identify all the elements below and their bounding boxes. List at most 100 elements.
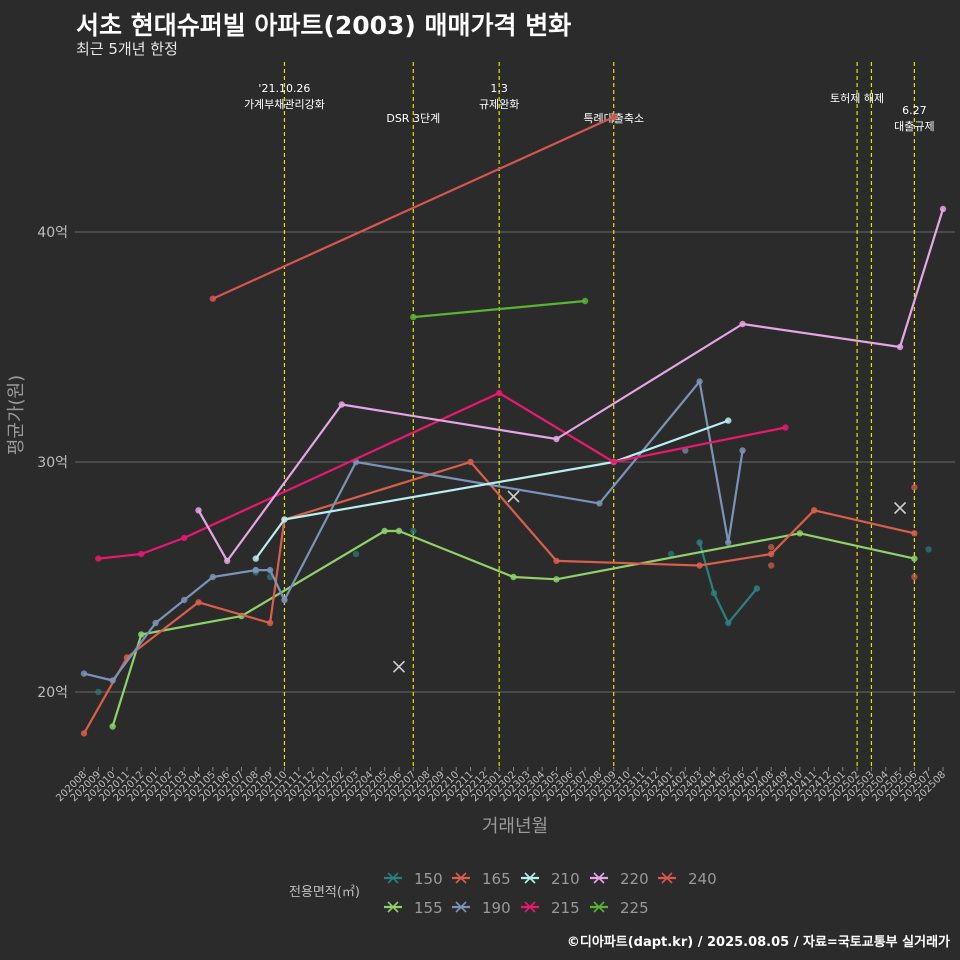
data-point-165 [195,599,202,606]
outlier-cross-190 [893,501,907,515]
data-point-155 [395,527,403,535]
legend-swatch-cross-210 [524,872,536,884]
legend-label-240: 240 [688,870,717,888]
data-point-240 [209,295,217,302]
series-line-240 [212,115,615,300]
source-caption: ©디아파트(dapt.kr) / 2025.08.05 / 자료=국토교통부 실… [566,935,950,950]
data-point-220 [553,435,560,443]
data-point-150 [667,550,675,558]
data-point-165 [467,458,474,466]
y-tick-label: 40억 [37,225,68,241]
data-point-150 [753,585,761,592]
legend-title: 전용면적(㎡) [289,885,360,900]
y-axis-title: 평균가(원) [6,375,27,455]
y-tick-label: 20억 [37,685,68,701]
event-label: 가계부채관리강화 [244,98,325,111]
legend-label-225: 225 [620,899,649,917]
data-point-165 [810,507,818,514]
data-point-240 [610,113,617,121]
series-line-150 [698,542,758,625]
data-point-150 [696,539,703,546]
data-point-220 [939,205,947,213]
data-point-190 [181,596,188,604]
event-label: 6.27 [902,104,927,117]
data-point-215 [138,550,145,558]
data-point-155 [510,573,517,581]
data-point-155 [138,631,145,638]
outlier-cross-165 [392,660,406,673]
event-label: 토허제 해제 [830,91,884,105]
data-point-220 [739,320,746,328]
event-label: 대출규제 [894,120,934,133]
legend-swatch-cross-215 [524,901,536,913]
legend-swatch-cross-155 [387,901,399,913]
series-line-215 [98,391,786,560]
data-point-215 [95,555,102,562]
legend-label-210: 210 [551,870,580,888]
data-point-165 [696,562,703,569]
data-point-190 [596,500,603,507]
data-point-215 [181,534,188,542]
x-axis-title: 거래년월 [482,816,548,837]
chart-title: 서초 현대슈퍼빌 아파트(2003) 매매가격 변화 [76,11,572,40]
data-point-220 [896,343,904,351]
data-point-210 [725,417,732,424]
series-line-155 [111,529,915,727]
data-point-150 [352,550,360,558]
data-point-165 [911,484,918,491]
data-point-150 [95,688,102,696]
data-point-165 [911,573,918,581]
data-point-190 [281,596,288,604]
legend-label-165: 165 [482,870,511,888]
data-point-190 [209,573,217,581]
data-point-190 [109,677,116,684]
legend-label-190: 190 [482,899,511,917]
data-point-190 [266,566,274,574]
data-point-190 [80,670,88,677]
series-line-225 [413,299,586,319]
data-point-155 [911,555,918,562]
series-line-210 [254,419,729,560]
event-label: '21.10.26 [258,82,310,95]
data-point-215 [782,424,789,431]
data-point-165 [911,530,918,537]
data-point-150 [725,619,732,627]
data-point-190 [696,378,703,385]
data-point-220 [338,401,345,408]
legend-swatch-cross-225 [593,901,605,913]
outlier-cross-215 [507,490,520,503]
data-point-150 [410,527,417,535]
data-point-165 [768,550,775,558]
legend-label-155: 155 [414,899,443,917]
legend-swatch-cross-190 [455,901,467,913]
data-point-210 [252,555,259,562]
data-point-150 [710,589,718,597]
data-point-190 [252,566,259,574]
data-point-210 [281,516,288,523]
data-point-225 [410,313,417,321]
series-line-220 [197,208,945,563]
y-tick-label: 30억 [37,455,68,471]
data-point-165 [768,543,775,551]
data-point-215 [610,458,617,466]
data-point-155 [381,527,388,535]
data-point-155 [553,576,560,583]
data-point-190 [739,447,746,454]
data-point-220 [223,557,231,565]
data-point-225 [581,297,589,305]
data-point-155 [109,723,116,730]
data-point-165 [553,557,560,565]
data-point-165 [80,730,88,737]
chart-subtitle: 최근 5개년 한정 [76,40,178,58]
legend-swatch-cross-150 [387,872,399,884]
legend-swatch-cross-220 [593,872,605,884]
legend-label-215: 215 [551,899,580,917]
data-point-190 [725,539,732,546]
legend-label-150: 150 [414,870,443,888]
data-point-215 [495,389,503,397]
data-point-190 [152,619,159,627]
legend-swatch-cross-165 [455,872,467,884]
data-point-155 [796,530,804,537]
event-label: 규제완화 [479,98,519,111]
